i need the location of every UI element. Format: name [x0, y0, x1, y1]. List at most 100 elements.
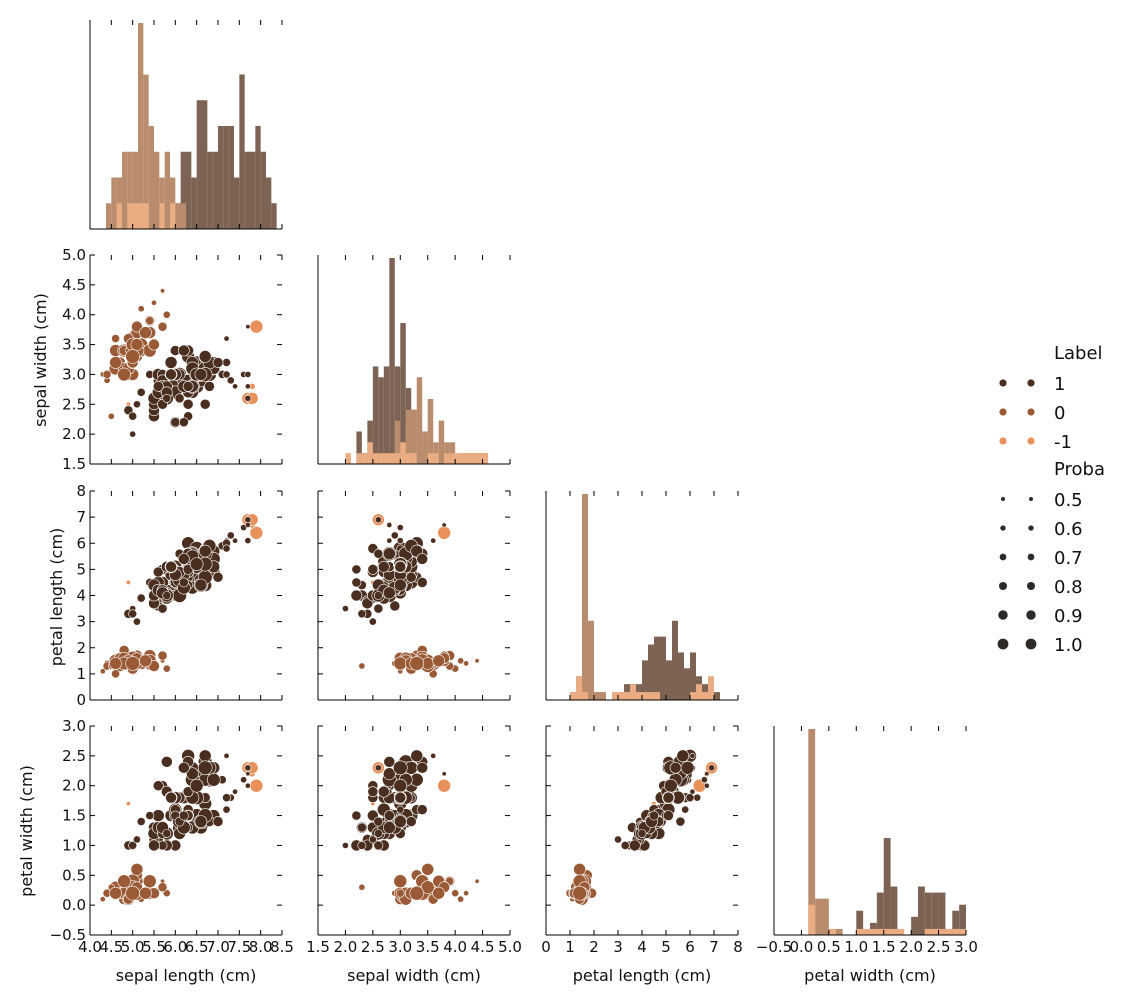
scatter-point: [405, 816, 417, 827]
hist-bar: [477, 453, 483, 464]
scatter-point: [572, 885, 587, 901]
hist-bar: [228, 126, 234, 229]
x-tick-label: 4.0: [78, 938, 102, 956]
scatter-point: [628, 839, 641, 852]
hist-bar: [808, 904, 816, 935]
scatter-point: [244, 370, 252, 378]
scatter-point: [244, 383, 251, 390]
scatter-point: [573, 862, 586, 876]
scatter-point: [136, 387, 146, 397]
scatter-point: [182, 380, 194, 392]
scatter-point: [663, 778, 678, 793]
scatter-point: [382, 821, 396, 834]
scatter-point: [128, 609, 138, 619]
legend-proba-0.5: 0.5: [1054, 490, 1083, 511]
scatter-point: [368, 617, 377, 626]
scatter-point: [416, 804, 428, 815]
scatter-point: [197, 760, 213, 776]
hist-bar: [212, 151, 218, 229]
scatter-point: [358, 883, 366, 891]
hist-bar: [356, 453, 362, 464]
scatter-point: [152, 566, 164, 578]
hist-bar: [250, 151, 256, 229]
scatter-point: [620, 841, 630, 850]
hist-bar: [612, 692, 618, 700]
scatter-point: [117, 874, 131, 889]
hist-bar: [239, 74, 245, 229]
panel-pw-vs-sl: 4.04.55.05.56.06.57.07.58.08.5 −0.5 0.0 0.5…: [50, 717, 294, 956]
hist-bar: [924, 892, 932, 935]
scatter-point: [194, 578, 208, 592]
x-tick-label: 5: [661, 938, 671, 956]
hist-bar: [466, 453, 472, 464]
scatter-point: [148, 338, 160, 351]
scatter-point: [232, 383, 239, 390]
scatter-point: [125, 801, 131, 807]
x-tick-label: 0: [541, 938, 551, 956]
scatter-point: [206, 772, 221, 787]
hist-bar: [411, 453, 417, 464]
scatter-point: [680, 760, 695, 775]
scatter-point: [663, 810, 674, 821]
scatter-point: [421, 862, 435, 876]
hist-bar: [576, 676, 582, 700]
scatter-point: [240, 776, 248, 784]
hist-bar: [143, 74, 149, 229]
scatter-point: [204, 380, 215, 392]
scatter-point: [393, 874, 408, 889]
scatter-point: [689, 752, 696, 759]
scatter-point: [614, 835, 622, 844]
hist-bar: [116, 203, 122, 229]
y-tick-label: 0.0: [62, 896, 86, 914]
legend-marker-label--1: [1027, 437, 1035, 445]
legend-marker-proba: [1027, 553, 1035, 561]
scatter-point: [139, 886, 152, 900]
x-tick-label: 2: [589, 938, 599, 956]
hist-bar: [427, 453, 434, 464]
legend-title-label: Label: [1054, 343, 1103, 364]
scatter-point: [474, 658, 480, 664]
hist-bar: [127, 151, 133, 229]
scatter-point: [165, 560, 177, 573]
scatter-point: [383, 810, 395, 821]
legend-marker-proba: [1026, 581, 1036, 591]
scatter-point: [170, 417, 181, 428]
x-tick-label: 1: [565, 938, 575, 956]
hist-bar: [260, 151, 266, 229]
scatter-point: [432, 654, 446, 668]
scatter-point: [178, 761, 190, 774]
hist-bar: [411, 409, 417, 464]
scatter-point: [649, 810, 659, 821]
hist-bar: [416, 377, 423, 464]
scatter-point: [129, 430, 137, 438]
scatter-point: [142, 874, 157, 889]
x-axis-label-sepal-length: sepal length (cm): [116, 966, 257, 985]
scatter-point: [373, 816, 384, 827]
scatter-point: [151, 299, 157, 306]
scatter-point: [189, 557, 204, 571]
hist-bar: [111, 177, 117, 229]
scatter-point: [223, 335, 230, 342]
x-tick-label: 7.0: [206, 938, 230, 956]
hist-bar: [630, 684, 636, 700]
x-tick-label: 7: [709, 938, 719, 956]
hist-bar: [255, 126, 261, 229]
y-tick-label: 2.5: [62, 747, 86, 765]
hist-bar: [666, 660, 672, 700]
scatter-point: [244, 764, 252, 772]
y-tick-label: 1: [76, 665, 86, 683]
scatter-point: [198, 544, 212, 558]
x-tick-label: 3.5: [416, 938, 440, 956]
scatter-point: [152, 380, 164, 392]
panel-sl-vs-sl: [89, 20, 283, 230]
scatter-point: [416, 761, 429, 774]
scatter-point: [386, 537, 393, 544]
scatter-point: [222, 358, 231, 367]
hist-bar: [952, 928, 960, 935]
scatter-point: [182, 786, 194, 798]
y-tick-label: 3.0: [62, 365, 86, 383]
x-tick-label: 1.5: [306, 938, 330, 956]
scatter-point: [125, 885, 140, 901]
legend-label-0: 0: [1054, 403, 1065, 424]
hist-bar: [918, 886, 925, 935]
